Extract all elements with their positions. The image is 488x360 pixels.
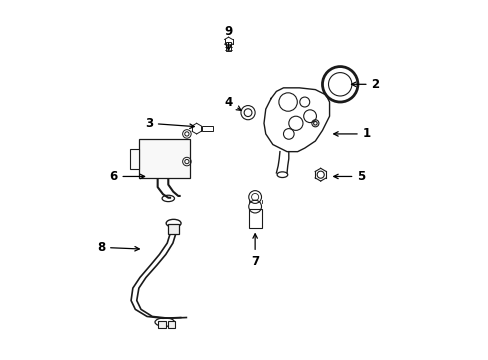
Text: 2: 2 xyxy=(351,78,379,91)
Bar xyxy=(248,210,261,228)
Text: 1: 1 xyxy=(333,127,370,140)
Bar xyxy=(130,149,139,168)
Text: 6: 6 xyxy=(109,170,144,183)
Text: 5: 5 xyxy=(333,170,365,183)
Bar xyxy=(202,126,212,131)
Text: 4: 4 xyxy=(224,95,241,110)
Bar xyxy=(158,321,166,328)
Bar xyxy=(139,139,190,178)
Bar xyxy=(167,321,175,328)
Text: 3: 3 xyxy=(144,117,194,130)
Text: 8: 8 xyxy=(97,241,139,254)
Bar xyxy=(225,42,230,51)
Bar xyxy=(167,224,179,234)
Text: 9: 9 xyxy=(224,24,232,50)
Text: 7: 7 xyxy=(250,234,259,268)
